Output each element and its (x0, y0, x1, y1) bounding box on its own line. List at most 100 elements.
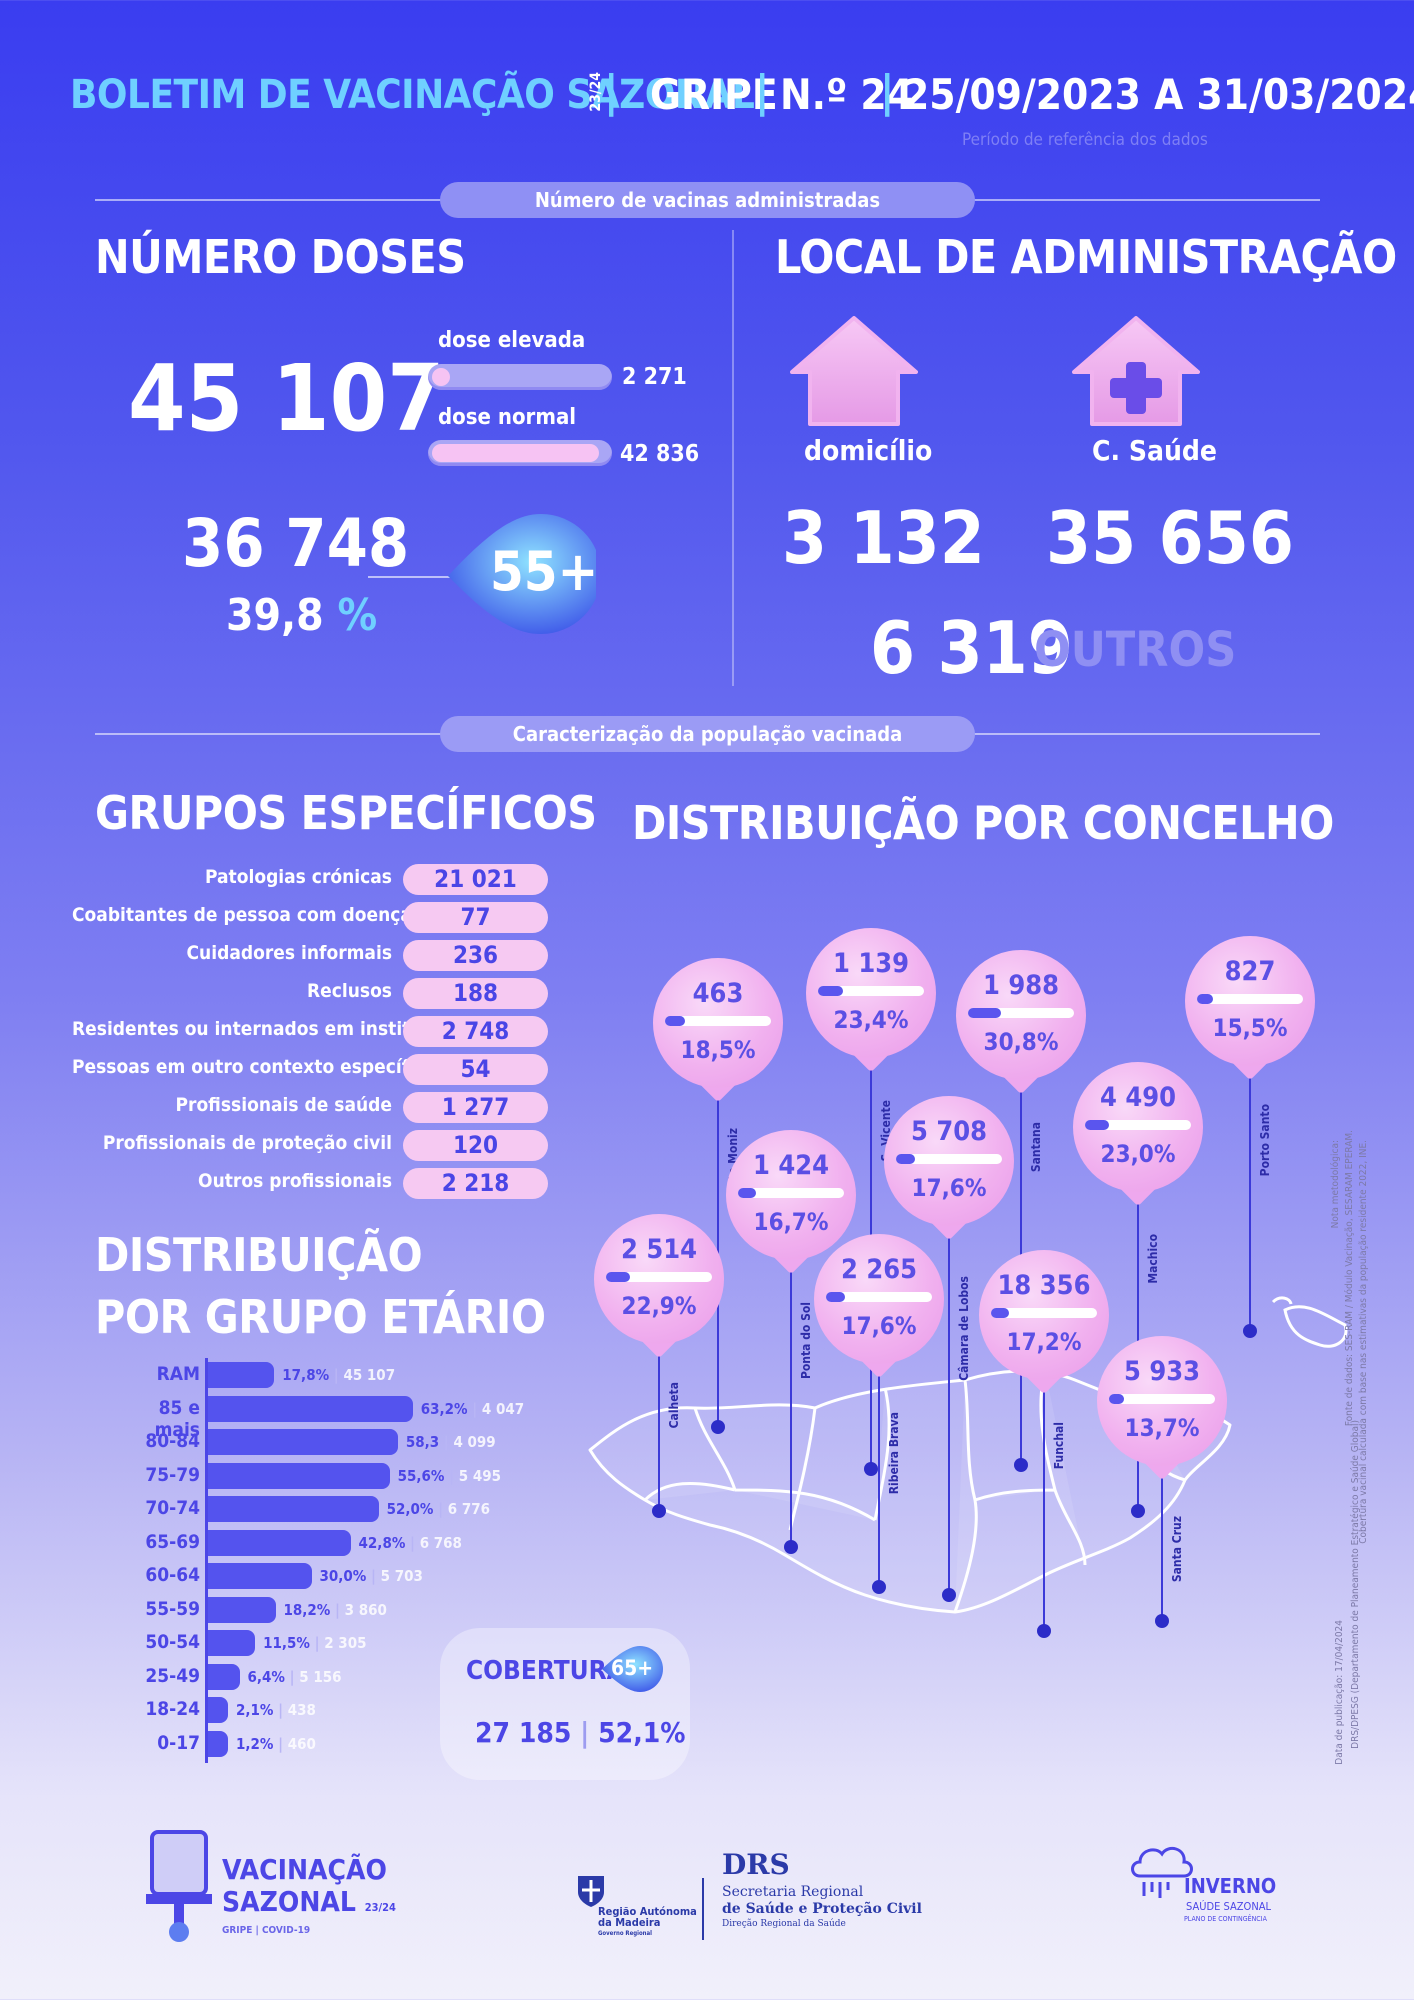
high-dose-bar (428, 364, 612, 390)
region-logo-text: Região Autónoma da Madeira Governo Regio… (598, 1905, 697, 1937)
publication-date: Data de publicação: 17/04/2024 (1334, 1620, 1345, 1765)
municipality-bar (896, 1154, 1002, 1164)
municipality-pin: 2 265 17,6% (814, 1234, 944, 1384)
age-group-label: 85 e mais (154, 1396, 200, 1441)
winter-cloud-icon (1131, 1846, 1193, 1898)
bulletin-title: BOLETIM DE VACINAÇÃO SAZONAL (70, 72, 755, 118)
municipality-bar-fill (1197, 994, 1214, 1004)
municipality-name: Porto Santo (1258, 1104, 1272, 1177)
age-count: 438 (287, 1701, 316, 1719)
age-percentage: 42,8% (358, 1533, 406, 1552)
municipality-bar (738, 1188, 844, 1198)
header-period: 25/09/2023 A 31/03/2024 (903, 70, 1414, 119)
age-percentage: 2,1% (236, 1701, 274, 1719)
pin-dot (1037, 1624, 1051, 1638)
age-percentage: 58,3 (405, 1433, 440, 1451)
municipality-pin: 5 933 13,7% (1097, 1336, 1227, 1486)
age-65-badge (602, 1646, 663, 1692)
pin-dot (1014, 1458, 1028, 1472)
age-group-label: 18-24 (145, 1698, 200, 1720)
age-percentage: 55,6% (397, 1466, 445, 1485)
municipality-bar-fill (1085, 1120, 1110, 1130)
municipality-bar (826, 1292, 932, 1302)
age-percentage: 30,0% (319, 1567, 367, 1585)
coverage-values: 27 185 | 52,1% (475, 1716, 686, 1749)
high-dose-value: 2 271 (622, 364, 687, 390)
municipality-count: 2 514 (620, 1234, 698, 1265)
age-value: 17,8% | 45 107 (282, 1366, 396, 1384)
municipality-pin: 18 356 17,2% (979, 1250, 1109, 1400)
municipality-count: 463 (692, 978, 744, 1009)
normal-dose-bar (428, 440, 612, 466)
group-value: 236 (403, 940, 548, 971)
madeira-map (588, 1296, 1348, 1614)
pin-dot (1243, 1324, 1257, 1338)
municipality-percentage: 23,0% (1100, 1140, 1176, 1168)
municipality-count: 1 424 (752, 1150, 830, 1181)
municipality-bar-fill (738, 1188, 756, 1198)
group-value: 1 277 (403, 1092, 548, 1123)
age-value: 11,5% | 2 305 (263, 1634, 367, 1652)
pin-stem (1243, 1066, 1257, 1338)
group-label: Profissionais de saúde (175, 1094, 392, 1116)
municipality-pin: 4 490 23,0% (1073, 1062, 1203, 1212)
age-count: 5 495 (458, 1466, 501, 1485)
group-label: Cuidadores informais (186, 942, 392, 964)
municipality-name: Funchal (1052, 1422, 1066, 1470)
age-group-label: 60-64 (145, 1564, 200, 1586)
municipality-bar (1197, 994, 1303, 1004)
campaign-logo-text: VACINAÇÃO SAZONAL 23/24 GRIPE | COVID-19 (222, 1853, 396, 1937)
period-note: Período de referência dos dados (962, 130, 1208, 150)
age-percentage: 17,8% (282, 1366, 330, 1384)
age-percentage: 52,0% (386, 1500, 434, 1518)
group-label: Patologias crónicas (205, 866, 392, 888)
group-label: Reclusos (306, 980, 392, 1002)
age-count: 4 099 (453, 1433, 496, 1451)
age-bar (208, 1663, 240, 1690)
pin-dot (1131, 1504, 1145, 1518)
age-group-label: 70-74 (145, 1497, 200, 1519)
age-group-label: 25-49 (145, 1664, 200, 1687)
age-55-badge-label: 55+ (490, 540, 599, 603)
health-center-count: 35 656 (1046, 496, 1294, 580)
municipality-pin: 2 514 22,9% (594, 1214, 724, 1364)
municipality-bar (606, 1272, 712, 1282)
age-bar (208, 1596, 276, 1623)
group-label: Outros profissionais (198, 1170, 392, 1192)
municipality-percentage: 16,7% (753, 1208, 829, 1236)
age-count: 460 (287, 1734, 316, 1753)
winter-logo-subtitle: SAÚDE SAZONAL (1186, 1900, 1272, 1913)
department-note: DRS/DPESG (Departamento de Planeamento E… (1350, 1420, 1361, 1749)
age-count: 6 776 (447, 1500, 491, 1518)
age-value: 18,2% | 3 860 (283, 1600, 387, 1619)
pin-stem (872, 1364, 886, 1594)
age-count: 45 107 (343, 1366, 396, 1384)
pin-stem (1037, 1380, 1051, 1638)
region-emblem-icon (578, 1876, 604, 1907)
age-group-label: 75-79 (145, 1463, 200, 1486)
winter-logo-title: INVERNO (1184, 1874, 1277, 1898)
column-divider (732, 230, 734, 686)
age-heading-line1: DISTRIBUIÇÃO (95, 1228, 423, 1282)
age-bar (208, 1630, 256, 1656)
section-label-population: Caracterização da população vacinada (440, 716, 975, 752)
age-value: 55,6% | 5 495 (397, 1466, 501, 1485)
age-heading-line2: POR GRUPO ETÁRIO (95, 1290, 546, 1344)
pin-dot (942, 1588, 956, 1602)
location-heading: LOCAL DE ADMINISTRAÇÃO (775, 230, 1397, 284)
bulletin-number: N.º 24 (780, 70, 914, 119)
age-count: 3 860 (344, 1600, 387, 1619)
group-value: 77 (403, 902, 548, 933)
municipality-pin: 463 18,5% (653, 958, 783, 1108)
municipality-pin: 1 988 30,8% (956, 950, 1086, 1100)
municipality-pin: 1 424 16,7% (726, 1130, 856, 1280)
age-count: 4 047 (481, 1399, 525, 1418)
age-65-badge-label: 65+ (611, 1656, 654, 1680)
section-label-administered: Número de vacinas administradas (440, 182, 975, 218)
municipality-bar-fill (991, 1308, 1010, 1318)
drs-logo-text: Secretaria Regional de Saúde e Proteção … (722, 1884, 922, 1929)
home-icon (790, 316, 918, 426)
municipality-bar (1085, 1120, 1191, 1130)
pin-stem (652, 1344, 666, 1518)
age-value: 58,3 | 4 099 (405, 1433, 496, 1451)
